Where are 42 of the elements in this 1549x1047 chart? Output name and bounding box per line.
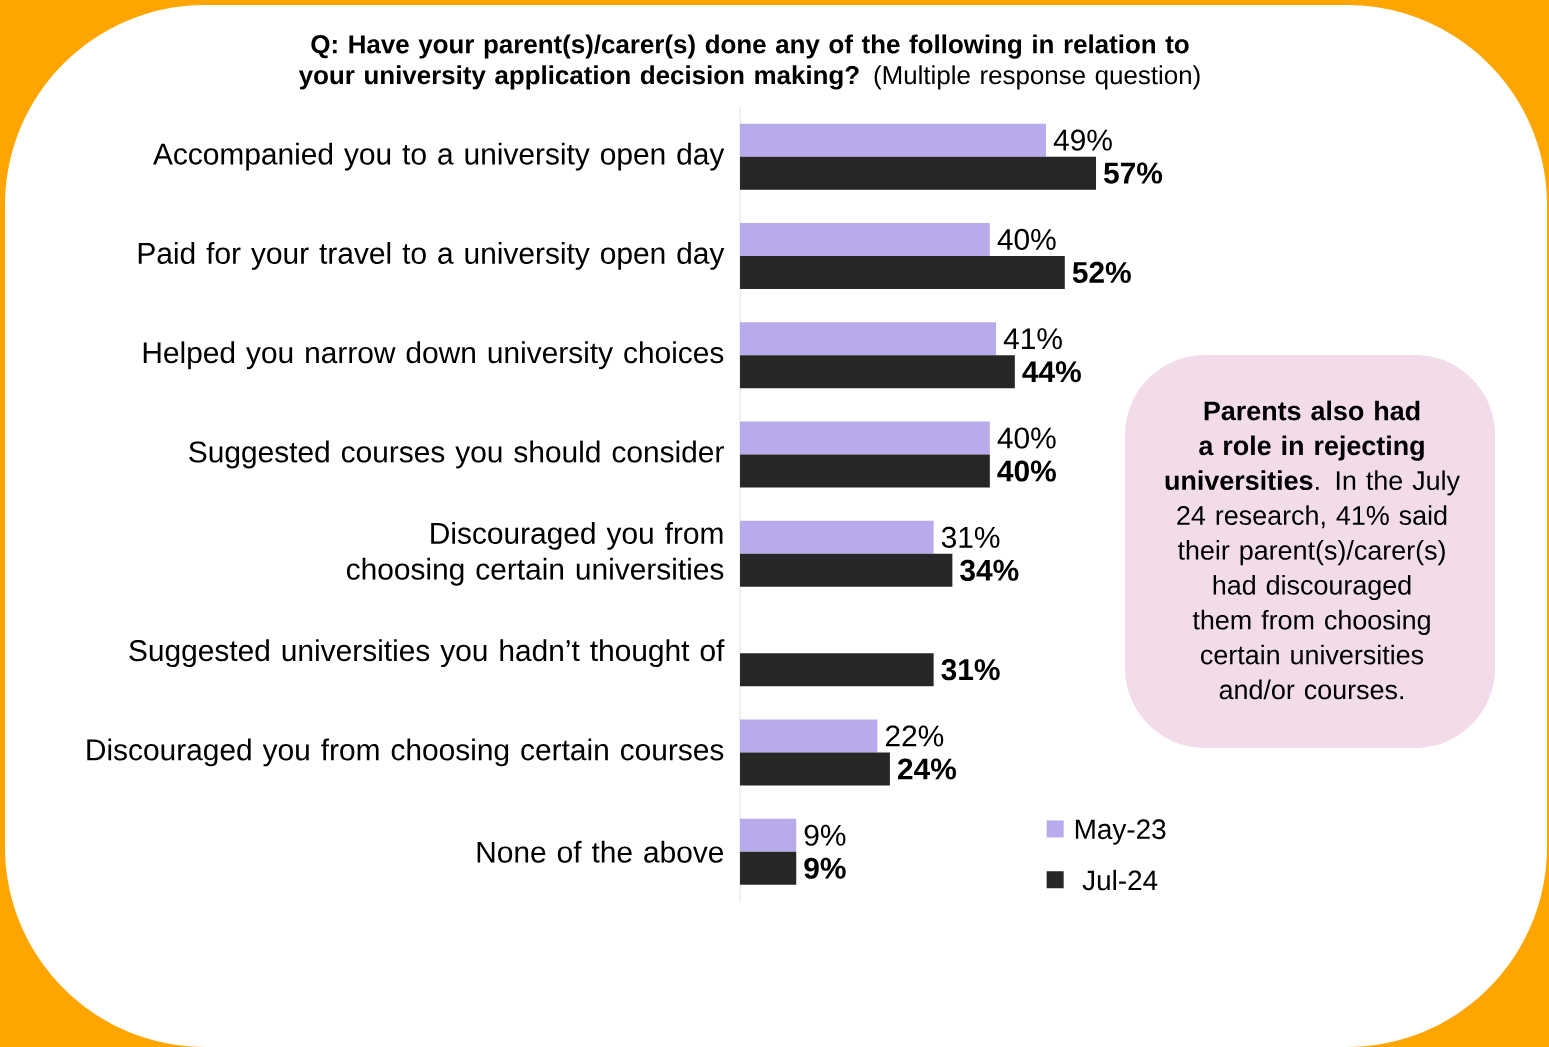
bar xyxy=(740,322,997,356)
y-tick-label: Suggested universities you hadn’t thought of xyxy=(129,639,725,668)
bar xyxy=(740,255,1065,289)
bar xyxy=(740,156,1097,190)
data-label: 31% xyxy=(941,526,1000,548)
data-label: 40% xyxy=(997,228,1056,251)
data-label: 22% xyxy=(885,725,944,747)
data-label: 40% xyxy=(997,460,1056,482)
bar xyxy=(740,553,953,587)
bar xyxy=(740,851,797,885)
bar xyxy=(740,123,1047,157)
bar xyxy=(740,818,797,852)
chart-title: Q: Have your parent(s)/carer(s) done any of the following in relation to your university application decision making? (Multiple response question) xyxy=(298,34,1200,90)
data-label: 41% xyxy=(1003,328,1062,350)
data-label: 52% xyxy=(1072,261,1131,284)
bar xyxy=(740,454,990,488)
y-tick-label: Helped you narrow down university choices xyxy=(143,341,724,370)
text: Parents also had a role in rejecting universities. In the July 24 research, 41% said their parent(s)/carer(s) had discouraged them from choosing certain universities and/or courses. xyxy=(1165,400,1460,700)
data-label: 9% xyxy=(804,857,846,879)
bar xyxy=(740,653,934,687)
bar xyxy=(740,752,890,786)
data-label: 24% xyxy=(897,758,956,780)
y-tick-label: Paid for your travel to a university open day xyxy=(138,242,725,270)
y-tick-label: Suggested courses you should consider xyxy=(189,440,724,469)
data-label: 34% xyxy=(960,559,1019,581)
y-tick-label: None of the above xyxy=(477,840,724,863)
data-label: 31% xyxy=(941,659,1000,681)
data-label: 57% xyxy=(1103,162,1163,184)
bar xyxy=(740,421,990,455)
y-tick-label: Accompanied you to a university open day xyxy=(153,142,725,171)
legend-label: May-23 xyxy=(1075,819,1166,845)
bar xyxy=(740,520,934,554)
data-label: 49% xyxy=(1053,129,1112,151)
bar xyxy=(740,719,878,753)
y-tick-label: Discouraged you from choosing certain universities xyxy=(346,521,724,586)
data-label: 9% xyxy=(804,824,846,846)
bar xyxy=(740,222,990,256)
data-label: 40% xyxy=(997,427,1056,449)
bar xyxy=(740,355,1015,389)
legend-label: Jul-24 xyxy=(1082,869,1158,891)
y-tick-label: Discouraged you from choosing certain courses xyxy=(87,738,724,767)
data-label: 44% xyxy=(1022,361,1081,383)
